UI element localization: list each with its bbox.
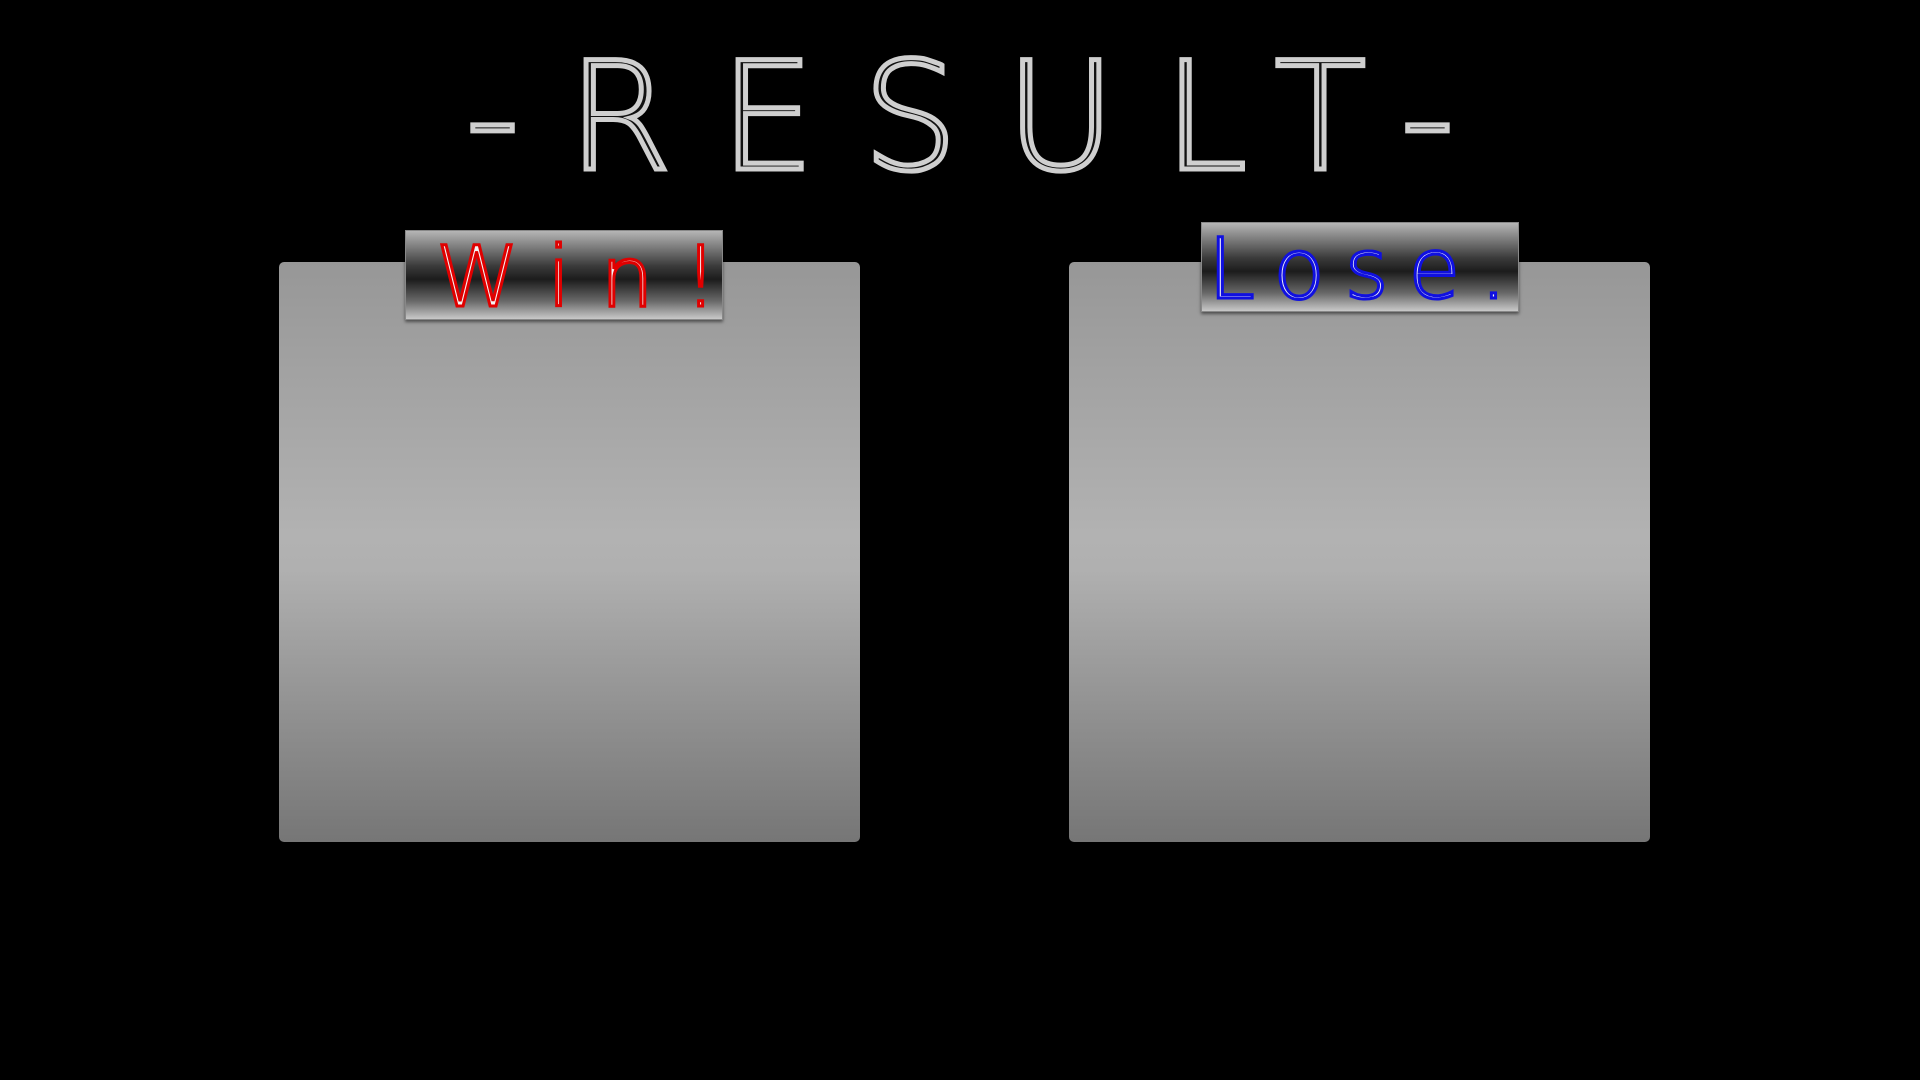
- player-panel: [1069, 262, 1650, 842]
- lose-label: Lose...: [1201, 222, 1519, 312]
- player-panel: [279, 262, 860, 842]
- win-label: Win!: [405, 230, 723, 320]
- result-title: -RESULT-: [463, 29, 1503, 208]
